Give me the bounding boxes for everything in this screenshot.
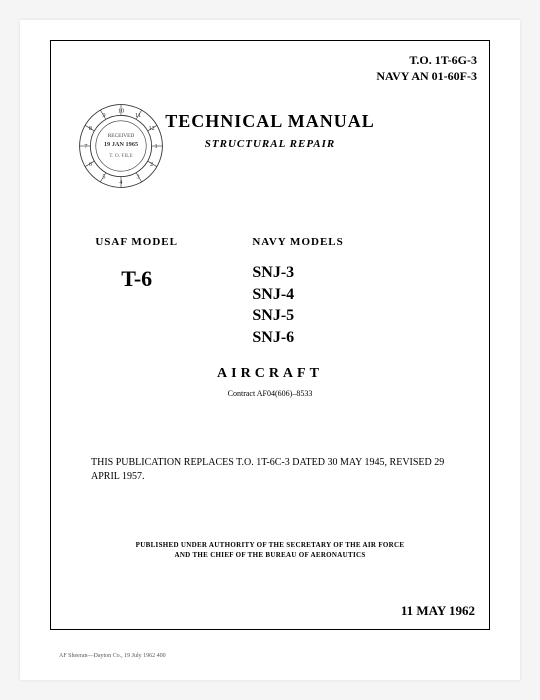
page-border: T.O. 1T-6G-3 NAVY AN 01-60F-3 10 11 12 1… xyxy=(50,40,490,630)
navy-an-number: NAVY AN 01-60F-3 xyxy=(376,69,477,85)
navy-column: NAVY MODELS SNJ-3 SNJ-4 SNJ-5 SNJ-6 xyxy=(222,236,489,348)
models-section: USAF MODEL T-6 NAVY MODELS SNJ-3 SNJ-4 S… xyxy=(51,236,489,348)
manual-title: TECHNICAL MANUAL xyxy=(51,111,489,132)
document-page: T.O. 1T-6G-3 NAVY AN 01-60F-3 10 11 12 1… xyxy=(20,20,520,680)
usaf-header: USAF MODEL xyxy=(51,236,222,248)
to-number: T.O. 1T-6G-3 xyxy=(376,53,477,69)
contract-number: Contract AF04(606)–8533 xyxy=(51,389,489,398)
navy-model: SNJ-4 xyxy=(252,284,489,306)
svg-text:4: 4 xyxy=(119,179,123,186)
publication-authority: PUBLISHED UNDER AUTHORITY OF THE SECRETA… xyxy=(51,541,489,561)
navy-model: SNJ-5 xyxy=(252,305,489,327)
printer-info: AF Sheeran—Dayton Co., 19 July 1962 400 xyxy=(59,653,166,659)
navy-model: SNJ-6 xyxy=(252,327,489,349)
navy-header: NAVY MODELS xyxy=(252,236,489,248)
navy-models-list: SNJ-3 SNJ-4 SNJ-5 SNJ-6 xyxy=(252,262,489,348)
navy-model: SNJ-3 xyxy=(252,262,489,284)
publication-date: 11 MAY 1962 xyxy=(401,603,475,619)
document-identifiers: T.O. 1T-6G-3 NAVY AN 01-60F-3 xyxy=(376,53,477,84)
replacement-notice: THIS PUBLICATION REPLACES T.O. 1T-6C-3 D… xyxy=(91,456,449,484)
manual-subtitle: STRUCTURAL REPAIR xyxy=(51,138,489,150)
authority-line: PUBLISHED UNDER AUTHORITY OF THE SECRETA… xyxy=(51,541,489,551)
usaf-model: T-6 xyxy=(51,266,222,292)
usaf-column: USAF MODEL T-6 xyxy=(51,236,222,348)
authority-line: AND THE CHIEF OF THE BUREAU OF AERONAUTI… xyxy=(51,551,489,561)
aircraft-label: AIRCRAFT xyxy=(51,366,489,382)
title-block: TECHNICAL MANUAL STRUCTURAL REPAIR xyxy=(51,111,489,150)
stamp-org: T. O. FILE xyxy=(109,153,133,159)
